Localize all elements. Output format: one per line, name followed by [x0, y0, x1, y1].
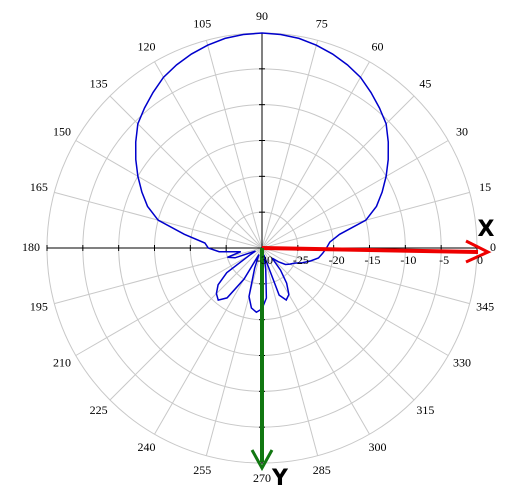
y-arrow-head [250, 449, 274, 472]
angle-label: 75 [316, 17, 328, 31]
x-arrow [261, 246, 479, 254]
grid-spoke [109, 247, 263, 401]
angle-label: 345 [476, 300, 494, 314]
grid-spoke [205, 247, 263, 456]
grid-spoke [261, 247, 449, 356]
grid-spoke [261, 247, 415, 401]
grid-spoke [75, 140, 263, 249]
y-label: Y [271, 466, 289, 491]
grid-spoke [261, 247, 370, 435]
angle-label: 0 [490, 240, 496, 254]
grid-spoke [261, 95, 415, 249]
arrows [250, 239, 492, 472]
angle-label: 255 [193, 463, 211, 477]
angle-label: 165 [30, 180, 48, 194]
grid-spoke [261, 247, 319, 456]
angle-label: 30 [456, 124, 468, 138]
grid-spoke [75, 247, 263, 356]
grid-spoke [261, 140, 449, 249]
radial-label: -15 [365, 253, 381, 267]
radial-label: 0 [477, 253, 483, 267]
grid-spoke [154, 61, 263, 249]
angle-label: 90 [256, 9, 268, 23]
grid-spoke [261, 61, 370, 249]
angle-label: 120 [138, 40, 156, 54]
grid-spoke [205, 40, 263, 249]
angle-label: 45 [419, 76, 431, 90]
angle-label: 300 [369, 440, 387, 454]
angle-label: 60 [372, 40, 384, 54]
angle-label: 240 [138, 440, 156, 454]
angle-label: 150 [53, 124, 71, 138]
angle-label: 195 [30, 300, 48, 314]
grid-spoke [261, 247, 470, 305]
angle-label: 285 [313, 463, 331, 477]
grid-spoke [109, 95, 263, 249]
angle-label: 330 [453, 355, 471, 369]
angle-label: 180 [22, 240, 40, 254]
angle-label: 105 [193, 17, 211, 31]
radial-label: -25 [293, 253, 309, 267]
radial-label: -5 [439, 253, 449, 267]
x-label: X [478, 217, 495, 242]
radial-label: -10 [400, 253, 416, 267]
radial-label: -30 [257, 253, 273, 267]
pattern-curve [134, 32, 390, 314]
angle-label: 225 [90, 403, 108, 417]
radial-label: -20 [329, 253, 345, 267]
angle-label: 135 [90, 76, 108, 90]
angle-label: 210 [53, 355, 71, 369]
angle-label: 15 [479, 180, 491, 194]
x-arrow-head [465, 239, 492, 264]
angle-label: 270 [253, 471, 271, 485]
grid-spoke [261, 40, 319, 249]
angle-label: 315 [416, 403, 434, 417]
